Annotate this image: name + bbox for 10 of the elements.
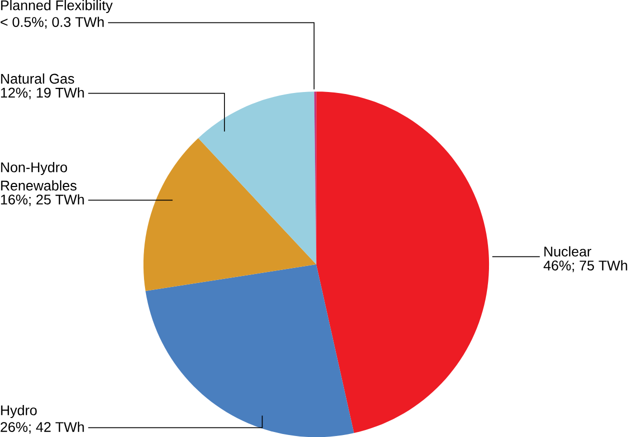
data-label: 16%; 25 TWh (1, 194, 84, 206)
slice-label: Non-Hydro Renewables (1, 162, 76, 190)
data-label: 46%; 75 TWh (544, 260, 628, 272)
slice-label: Natural Gas (1, 73, 74, 84)
data-label: 12%; 19 TWh (1, 87, 84, 100)
data-label: 26%; 42 TWh (0, 422, 84, 434)
slice-label: Nuclear (544, 246, 592, 256)
data-label: < 0.5%; 0.3 TWh (0, 16, 104, 29)
slice-label: Hydro (1, 404, 37, 418)
slice-label: Planned Flexibility (1, 0, 113, 13)
